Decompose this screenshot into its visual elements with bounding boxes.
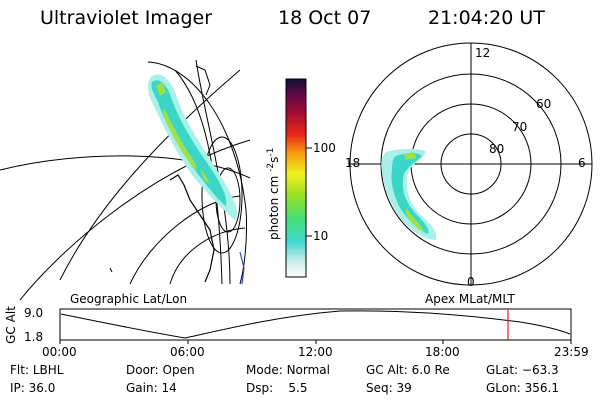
geographic-map	[0, 59, 251, 301]
polar-label-0: 0	[467, 275, 475, 289]
polar-label-70: 70	[512, 120, 528, 134]
altitude-xtick-4: 23:59	[554, 345, 589, 359]
status-gc-alt: GC Alt: 6.0 Re	[366, 363, 450, 377]
time-label: 21:04:20 UT	[428, 7, 545, 29]
status-ip: IP: 36.0	[10, 381, 56, 395]
status-glon: GLon: 356.1	[486, 381, 559, 395]
status-seq: Seq: 39	[366, 381, 412, 395]
status-glat: GLat: −63.3	[486, 363, 559, 377]
colorbar-tick-100: 100	[313, 141, 336, 155]
polar-label-18: 18	[345, 156, 361, 170]
status-mode: Mode: Normal	[246, 363, 330, 377]
status-flt: Flt: LBHL	[10, 363, 64, 377]
polar-label-6: 6	[578, 156, 586, 170]
status-gain: Gain: 14	[126, 381, 177, 395]
date-label: 18 Oct 07	[278, 7, 372, 29]
altitude-xtick-2: 12:00	[298, 345, 333, 359]
altitude-plot	[59, 308, 572, 344]
altitude-ylabel: GC Alt	[3, 306, 18, 344]
polar-aurora	[381, 149, 437, 240]
status-door: Door: Open	[126, 363, 195, 377]
status-dsp: Dsp: 5.5	[246, 381, 308, 395]
colorbar-unit-label: photon cm -2s-1	[266, 147, 281, 240]
polar-label-12: 12	[475, 46, 491, 60]
altitude-ymin: 1.8	[24, 330, 44, 344]
polar-label-80: 80	[489, 142, 505, 156]
apex-map-label: Apex MLat/MLT	[425, 292, 515, 306]
geo-map-label: Geographic Lat/Lon	[70, 292, 188, 306]
altitude-ymax: 9.0	[24, 306, 44, 320]
app-title: Ultraviolet Imager	[40, 7, 213, 29]
polar-label-60: 60	[536, 97, 552, 111]
altitude-xtick-1: 06:00	[170, 345, 205, 359]
altitude-xtick-0: 00:00	[42, 345, 77, 359]
colorbar	[285, 78, 312, 278]
geo-aurora	[147, 74, 238, 221]
altitude-xtick-3: 18:00	[425, 345, 460, 359]
colorbar-tick-10: 10	[313, 229, 329, 243]
